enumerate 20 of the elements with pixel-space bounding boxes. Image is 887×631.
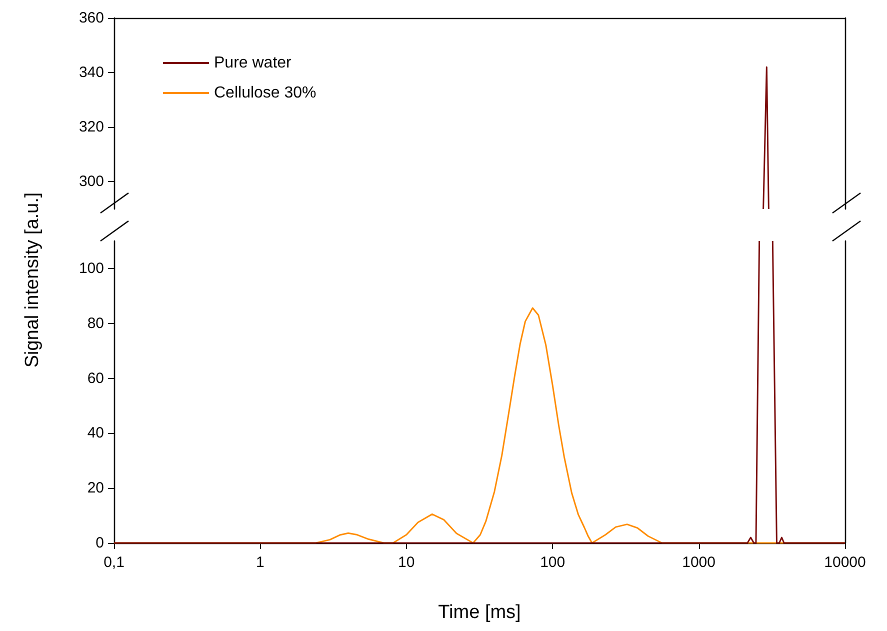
y-tick-label: 80 <box>87 314 104 332</box>
x-tick-label: 10 <box>398 554 415 571</box>
legend-label: Cellulose 30% <box>214 84 316 102</box>
x-tick-label: 1 <box>256 554 264 571</box>
x-tick-label: 10000 <box>824 554 866 571</box>
y-tick-label: 300 <box>78 173 104 190</box>
y-tick-label: 100 <box>78 260 104 277</box>
y-tick-label: 40 <box>87 424 104 442</box>
y-tick-label: 320 <box>78 118 104 136</box>
x-tick-label: 0,1 <box>104 554 124 571</box>
y-tick-label: 0 <box>96 534 104 552</box>
y-tick-label: 340 <box>78 64 104 82</box>
x-tick-label: 1000 <box>682 554 716 571</box>
y-tick-label: 20 <box>87 480 104 497</box>
x-axis-title: Time [ms] <box>438 602 521 623</box>
y-tick-label: 60 <box>87 370 104 387</box>
legend-label: Pure water <box>214 54 292 72</box>
x-tick-label: 100 <box>540 554 566 571</box>
y-tick-label: 360 <box>78 10 104 26</box>
y-axis-title: Signal intensity [a.u.] <box>22 192 44 368</box>
